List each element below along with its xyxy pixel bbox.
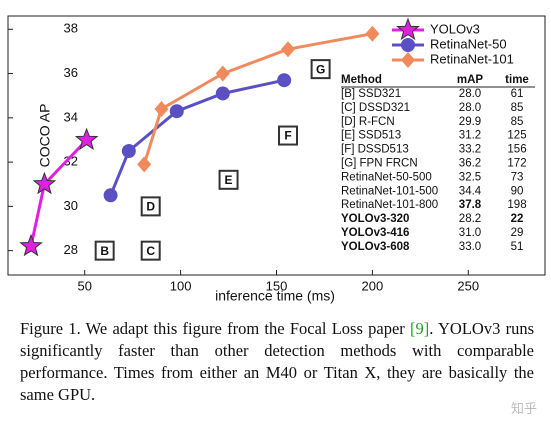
star-marker [74,127,99,151]
table-cell: 29.9 [459,116,481,128]
table-cell: 85 [511,116,524,128]
table-cell: RetinaNet-101-800 [341,199,438,211]
table-cell: [B] SSD321 [341,88,401,100]
table-cell: RetinaNet-101-500 [341,185,438,197]
method-label: C [146,244,155,258]
table-cell: YOLOv3-416 [341,227,409,239]
x-tick-label: 100 [170,278,192,293]
table-cell: 36.2 [459,158,481,170]
y-tick-label: 36 [64,65,78,80]
method-label: G [316,62,325,76]
watermark: 知乎 [510,401,537,416]
x-tick-label: 250 [457,278,479,293]
x-axis-label: inference time (ms) [215,288,335,304]
star-marker [396,17,420,41]
table-cell: 51 [511,241,524,253]
table-cell: 85 [511,102,524,114]
method-box [140,196,161,217]
legend-label: RetinaNet-50 [430,36,507,51]
circle-marker [401,38,415,52]
legend-label: RetinaNet-101 [430,51,514,66]
y-tick-label: 28 [64,242,78,257]
table-cell: 32.5 [459,171,481,183]
method-box [310,59,331,80]
x-tick-label: 200 [362,278,384,293]
table-cell: 28.2 [459,213,481,225]
diamond-marker [281,41,296,58]
y-tick-label: 30 [64,198,78,213]
table-cell: 172 [507,158,526,170]
circle-marker [169,104,184,119]
table-cell: [G] FPN FRCN [341,158,418,170]
table-header: mAP [457,74,484,86]
table-cell: 73 [511,171,524,183]
y-axis-label: COCO AP [37,104,53,168]
table-cell: 28.0 [459,102,481,114]
circle-marker [103,188,118,203]
table-cell: YOLOv3-320 [341,213,409,225]
table-cell: 31.0 [459,227,481,239]
method-box [218,169,239,190]
diamond-marker [215,65,230,82]
circle-marker [277,73,292,88]
series-line [109,78,285,196]
x-tick-label: 50 [77,278,91,293]
diamond-marker [137,156,152,173]
table-cell: 156 [507,144,526,156]
y-tick-label: 34 [64,109,78,124]
table-cell: 34.4 [459,185,482,197]
table-cell: 33.0 [459,241,481,253]
table-cell: [F] DSSD513 [341,144,409,156]
table-cell: 61 [511,88,524,100]
method-label: F [284,129,291,143]
table-cell: 125 [507,130,526,142]
table-header: time [505,74,529,86]
caption: Figure 1. We adapt this figure from the … [20,318,534,406]
table-cell: [C] DSSD321 [341,102,410,114]
table-cell: 28.0 [459,88,481,100]
table-cell: [D] R-FCN [341,116,395,128]
caption-text: . YOLOv3 runs significantly faster than … [20,319,534,404]
circle-marker [215,86,230,101]
table-cell: RetinaNet-50-500 [341,171,432,183]
method-label: E [225,173,233,187]
citation[interactable]: [9] [410,319,430,338]
table-cell: 31.2 [459,130,481,142]
table-cell: YOLOv3-608 [341,241,410,253]
star-marker [19,233,43,257]
x-tick-label: 150 [266,278,288,293]
table-cell: [E] SSD513 [341,130,401,142]
y-tick-label: 32 [64,154,78,169]
method-box [94,240,115,261]
star-marker [32,171,57,195]
y-tick-label: 38 [64,21,78,36]
table-cell: 90 [511,185,524,197]
chart: inference time (ms) 50 100 150 200 250 28 30 32… [7,15,546,304]
circle-marker [121,144,136,159]
method-label: D [146,200,155,214]
series-line [142,32,373,165]
method-box [140,240,161,261]
legend-label: YOLOv3 [430,21,480,36]
table-header: Method [341,74,382,86]
method-box [278,125,299,146]
diamond-marker [154,100,169,117]
diamond-marker [401,52,415,68]
method-label: B [100,244,109,258]
table-cell: 37.8 [459,199,482,211]
table-cell: 33.2 [459,144,481,156]
table-cell: 198 [507,199,526,211]
diamond-marker [365,25,380,42]
table-cell: 29 [511,227,524,239]
table-cell: 22 [511,213,524,225]
caption-text: Figure 1. We adapt this figure from the … [20,319,411,338]
